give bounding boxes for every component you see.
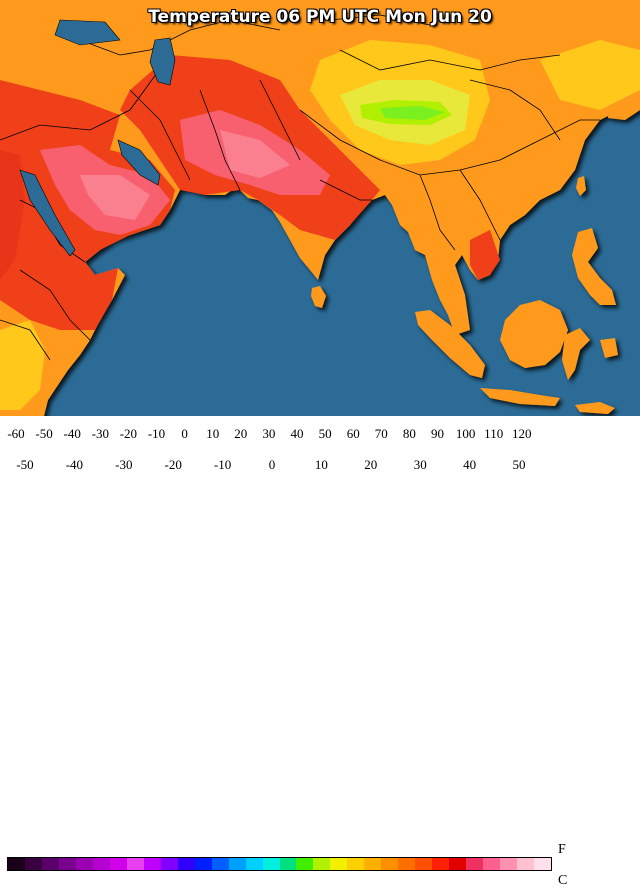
celsius-tick-label: 10: [314, 457, 328, 472]
fahrenheit-tick-label: 50: [318, 426, 332, 441]
fahrenheit-tick-label: 10: [206, 426, 220, 441]
fahrenheit-tick-label: -40: [63, 426, 81, 441]
fahrenheit-tick-label: -50: [35, 426, 53, 441]
color-swatch: [160, 858, 178, 870]
color-swatch: [296, 858, 314, 870]
fahrenheit-tick-label: 80: [402, 426, 416, 441]
color-swatch: [483, 858, 501, 870]
color-swatch: [313, 858, 331, 870]
fahrenheit-tick-label: 120: [512, 426, 532, 441]
color-swatch: [364, 858, 382, 870]
fahrenheit-unit-label: F: [558, 842, 566, 857]
java: [480, 388, 560, 406]
color-swatch: [330, 858, 348, 870]
legend: -60 -50 -40 -30 -20 -10 0 10 20 30 40 50 60 70 80 90 100…: [0, 416, 640, 888]
color-swatch: [245, 858, 263, 870]
color-swatch: [279, 858, 297, 870]
fahrenheit-tick-label: 0: [181, 426, 188, 441]
color-scale-bar: [7, 857, 552, 871]
borneo: [500, 300, 568, 368]
celsius-unit-label: C: [558, 873, 568, 888]
fahrenheit-tick-label: 40: [290, 426, 304, 441]
cool-zones: [0, 40, 640, 410]
color-swatch: [177, 858, 195, 870]
celsius-tick-label: 40: [463, 457, 477, 472]
color-swatch: [41, 858, 59, 870]
color-swatch: [126, 858, 144, 870]
color-swatch: [211, 858, 229, 870]
philippines: [572, 228, 616, 305]
celsius-tick-label: 0: [268, 457, 276, 472]
color-swatch: [381, 858, 399, 870]
inland-waters: [19, 19, 176, 257]
fahrenheit-tick-label: 100: [455, 426, 476, 441]
celsius-tick-label: -50: [16, 457, 34, 472]
color-swatch: [517, 858, 535, 870]
color-swatch: [143, 858, 161, 870]
color-swatch: [92, 858, 110, 870]
celsius-tick-label: 50: [512, 457, 526, 472]
color-swatch: [347, 858, 365, 870]
fahrenheit-tick-label: 110: [484, 426, 504, 441]
fahrenheit-tick-label: 60: [346, 426, 360, 441]
sri-lanka: [311, 286, 326, 308]
fahrenheit-tick-label: 30: [262, 426, 276, 441]
sulawesi: [562, 328, 590, 380]
fahrenheit-tick-label: 70: [374, 426, 388, 441]
color-swatch: [228, 858, 246, 870]
fahrenheit-tick-label: -10: [147, 426, 166, 441]
color-swatch: [24, 858, 42, 870]
celsius-tick-label: -10: [213, 457, 232, 472]
very-hot-zones: [40, 110, 330, 235]
celsius-tick-label: -30: [115, 457, 133, 472]
color-swatch: [534, 858, 551, 870]
color-swatch: [466, 858, 484, 870]
moluccas: [600, 338, 618, 358]
color-swatch: [262, 858, 280, 870]
taiwan: [576, 176, 586, 196]
color-swatch: [75, 858, 93, 870]
color-swatch: [8, 858, 25, 870]
color-swatch: [500, 858, 518, 870]
fahrenheit-tick-label: -30: [91, 426, 109, 441]
celsius-tick-label: -40: [65, 457, 84, 472]
sumatra: [415, 310, 485, 378]
color-swatch: [432, 858, 450, 870]
color-swatch: [58, 858, 76, 870]
color-swatch: [194, 858, 212, 870]
map-title: Temperature 06 PM UTC Mon Jun 20: [148, 7, 492, 27]
color-swatch: [449, 858, 467, 870]
fahrenheit-tick-label: -60: [7, 426, 25, 441]
celsius-tick-label: -20: [164, 457, 182, 472]
temperature-map: [0, 0, 640, 416]
fahrenheit-tick-label: -20: [119, 426, 138, 441]
celsius-tick-label: 30: [413, 457, 427, 472]
fahrenheit-tick-label: 20: [234, 426, 248, 441]
fahrenheit-tick-label: 90: [431, 426, 444, 441]
color-swatch: [109, 858, 127, 870]
celsius-tick-label: 20: [364, 457, 378, 472]
color-swatch: [415, 858, 433, 870]
color-swatch: [398, 858, 416, 870]
eastern-islands: [575, 402, 615, 414]
